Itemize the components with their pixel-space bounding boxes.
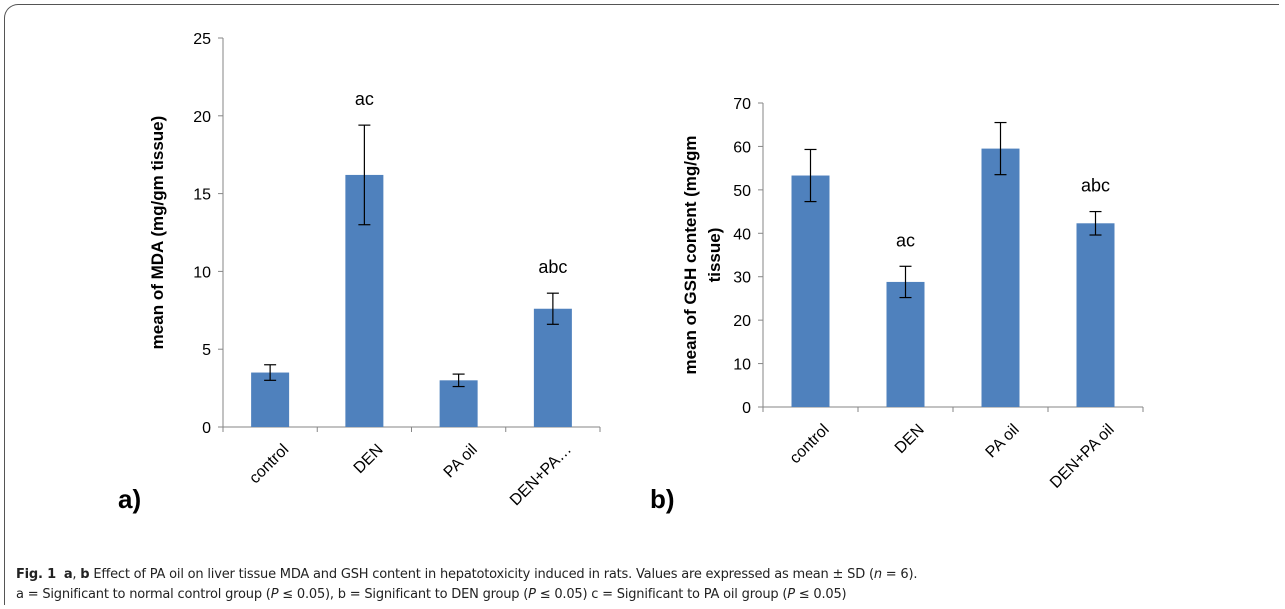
y-axis-title: mean of GSH content (mg/gm: [681, 136, 700, 375]
bar: [251, 372, 290, 427]
y-tick-label: 0: [742, 400, 751, 417]
chart: 0 5 10 15 20 25 control ac DEN PA oil abc DEN+PA… me…: [118, 31, 1144, 514]
bar: [886, 281, 925, 407]
bar: [981, 148, 1020, 407]
y-tick-label: 50: [733, 183, 751, 200]
x-tick-label: DEN+PA oil: [1047, 421, 1118, 492]
caption-text: n: [873, 567, 882, 582]
caption-line: a = Significant to normal control group …: [16, 587, 847, 602]
y-tick-label: 5: [202, 342, 211, 359]
caption-text: P: [787, 587, 795, 602]
x-tick-label: PA oil: [441, 441, 481, 481]
figure-frame: [4, 4, 1279, 605]
caption-text: P: [528, 587, 536, 602]
caption-text: = 6).: [881, 567, 918, 582]
x-tick-label: PA oil: [983, 421, 1023, 461]
y-tick-label: 70: [733, 96, 751, 113]
x-tick-label: control: [246, 441, 292, 487]
y-tick-label: 60: [733, 139, 751, 156]
caption-text: Effect of PA oil on liver tissue MDA and…: [89, 567, 874, 582]
annotation: ac: [896, 230, 915, 250]
annotation: abc: [1081, 176, 1110, 196]
bar: [1076, 223, 1115, 407]
caption-text: ≤ 0.05): [794, 587, 847, 602]
x-tick-label: control: [787, 421, 833, 467]
caption-text: a = Significant to normal control group …: [16, 587, 271, 602]
bar: [791, 175, 830, 407]
caption-text: P: [270, 587, 279, 602]
y-tick-label: 15: [193, 187, 211, 204]
annotation: ac: [355, 89, 374, 109]
bar: [439, 380, 478, 427]
y-tick-label: 0: [202, 420, 211, 437]
caption-text: a: [63, 567, 73, 582]
y-tick-label: 10: [733, 357, 751, 374]
y-axis-title: tissue): [705, 228, 724, 283]
panel-label: a): [118, 484, 141, 514]
x-tick-label: DEN+PA…: [507, 441, 575, 509]
caption-text: ,: [72, 567, 81, 582]
caption-label: Fig. 1: [16, 567, 56, 582]
y-tick-label: 20: [193, 109, 211, 126]
y-tick-label: 40: [733, 226, 751, 243]
y-tick-label: 10: [193, 264, 211, 281]
y-axis-title: mean of MDA (mg/gm tissue): [148, 116, 167, 350]
y-tick-label: 30: [733, 270, 751, 287]
panel-label: b): [650, 484, 675, 514]
y-tick-label: 25: [193, 31, 211, 48]
caption-text: ≤ 0.05) c = Significant to PA oil group …: [535, 587, 788, 602]
bar: [533, 308, 572, 427]
x-tick-label: DEN: [351, 441, 387, 477]
annotation: abc: [538, 257, 567, 277]
caption-text: ≤ 0.05), b = Significant to DEN group (: [278, 587, 529, 602]
caption-text: b: [80, 567, 90, 582]
caption-line: Fig. 1 a, b Effect of PA oil on liver ti…: [16, 567, 918, 582]
y-tick-label: 20: [733, 313, 751, 330]
x-tick-label: DEN: [892, 421, 928, 457]
